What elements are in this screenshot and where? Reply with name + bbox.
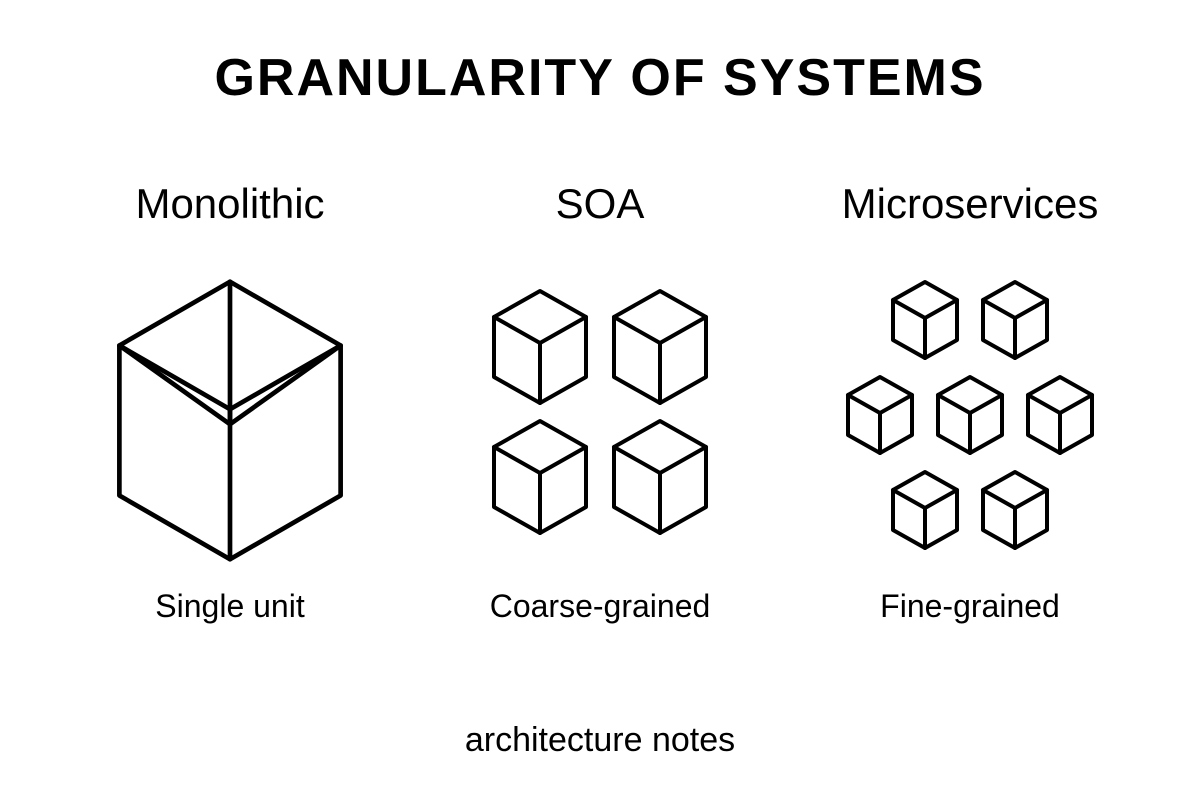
column-microservices: Microservices xyxy=(800,170,1140,670)
page: GRANULARITY OF SYSTEMS Monolithic xyxy=(0,0,1200,808)
columns-row: Monolithic xyxy=(60,170,1140,670)
cubes-medium-icon xyxy=(450,253,750,573)
cube-large-icon xyxy=(90,263,370,563)
caption-soa: Coarse-grained xyxy=(490,588,711,625)
column-monolithic: Monolithic xyxy=(60,170,400,670)
figure-soa xyxy=(450,248,750,578)
caption-monolithic: Single unit xyxy=(155,588,304,625)
heading-microservices: Microservices xyxy=(842,180,1099,228)
cubes-small-icon xyxy=(820,253,1120,573)
figure-monolithic xyxy=(90,248,370,578)
caption-microservices: Fine-grained xyxy=(880,588,1060,625)
heading-soa: SOA xyxy=(556,180,645,228)
footer-credit: architecture notes xyxy=(0,721,1200,760)
diagram-title: GRANULARITY OF SYSTEMS xyxy=(0,48,1200,108)
figure-microservices xyxy=(820,248,1120,578)
column-soa: SOA Coarse-grained xyxy=(430,170,770,670)
heading-monolithic: Monolithic xyxy=(135,180,324,228)
